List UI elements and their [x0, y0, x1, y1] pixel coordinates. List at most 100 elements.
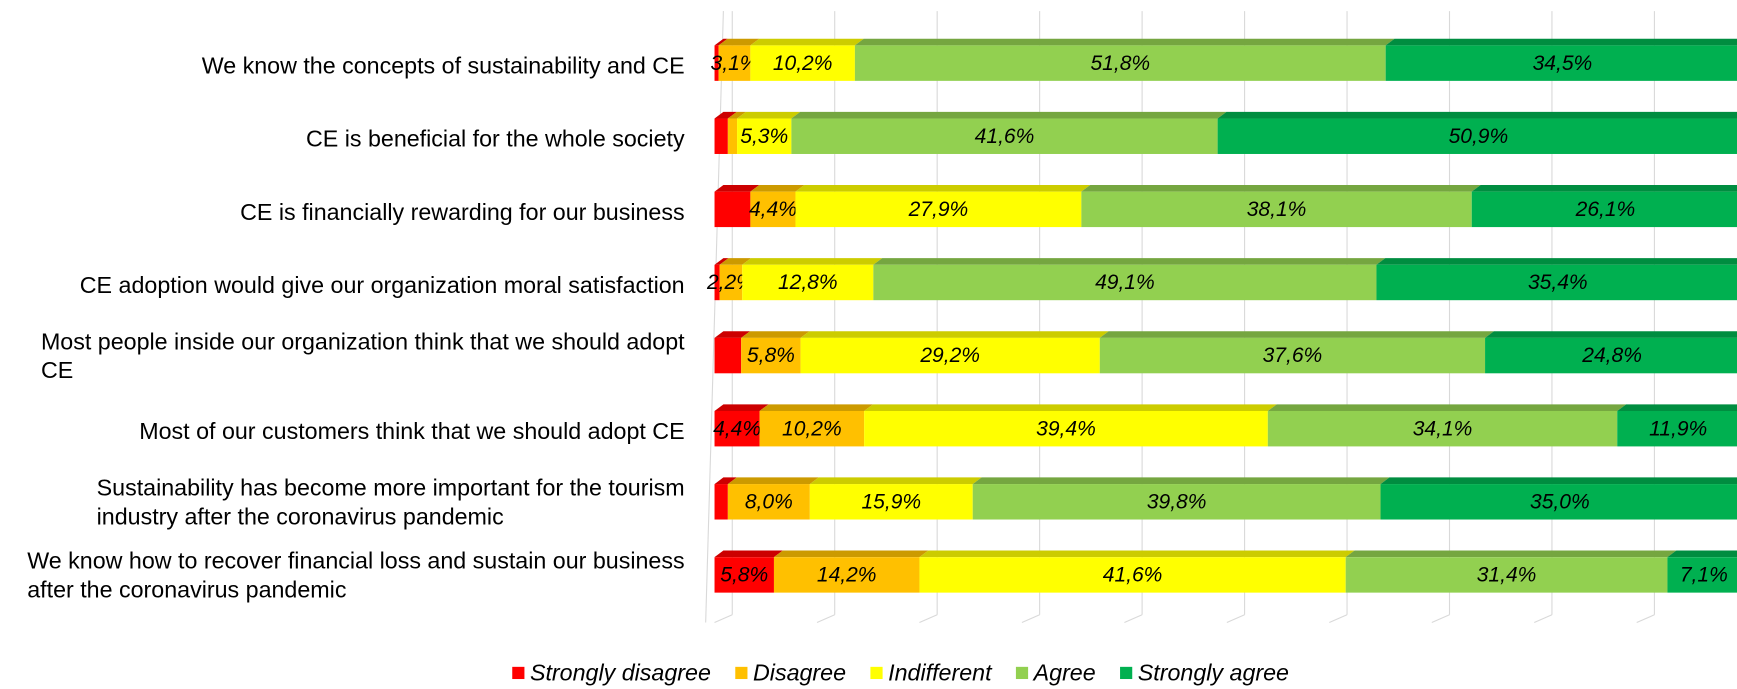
bar-top: [809, 477, 982, 485]
grid-floor: [1226, 614, 1245, 624]
bar-top: [718, 38, 760, 46]
grid-floor: [1636, 614, 1655, 624]
category-label: We know how to recover financial loss an…: [27, 548, 684, 603]
bar: [1376, 264, 1737, 301]
bar: [773, 557, 920, 593]
bar-top: [714, 550, 783, 558]
bar-top: [854, 38, 1395, 46]
bar: [727, 484, 810, 520]
bar-top: [1471, 184, 1737, 192]
bar: [714, 484, 728, 520]
value-label: 24,8%: [1581, 344, 1642, 367]
bar: [1380, 484, 1737, 520]
bar: [800, 337, 1100, 374]
value-label: 35,4%: [1528, 271, 1588, 294]
bar: [714, 118, 728, 154]
bar: [1081, 191, 1472, 228]
bar: [1667, 557, 1737, 593]
value-label: 12,8%: [778, 271, 838, 294]
value-label: 49,1%: [1095, 271, 1155, 294]
bar: [737, 118, 792, 154]
bar-top: [1617, 404, 1737, 411]
value-label: 5,8%: [720, 564, 768, 587]
bar-top: [759, 404, 873, 411]
bar-top: [727, 111, 746, 119]
bar-top: [714, 258, 729, 265]
grid-floor: [1124, 614, 1143, 624]
legend-swatch: [870, 666, 883, 680]
value-label: 4,4%: [713, 417, 761, 440]
category-label: CE is beneficial for the whole society: [306, 126, 685, 152]
value-label: 8,0%: [745, 490, 793, 513]
bar: [750, 191, 796, 228]
legend-swatch: [1015, 666, 1029, 680]
bar-top: [1267, 404, 1627, 411]
value-label: 10,2%: [773, 52, 833, 75]
bar-top: [1376, 258, 1737, 265]
value-label: 27,9%: [908, 198, 969, 221]
value-label: 29,2%: [919, 344, 980, 367]
bar-top: [742, 258, 883, 265]
value-label: 5,8%: [747, 344, 795, 367]
value-label: 11,9%: [1649, 417, 1707, 440]
bar: [1267, 410, 1618, 447]
value-label: 41,6%: [1103, 564, 1163, 587]
bar-top: [1099, 331, 1494, 338]
legend-label: Indifferent: [888, 660, 993, 686]
value-label: 38,1%: [1247, 198, 1307, 221]
bar: [759, 410, 865, 447]
bar-top: [873, 258, 1386, 265]
bar: [714, 264, 720, 301]
bar-top: [1385, 38, 1737, 46]
bar-top: [714, 404, 769, 411]
bar-top: [795, 184, 1091, 192]
bar: [864, 410, 1268, 447]
bar: [742, 264, 874, 301]
bar-top: [1485, 331, 1737, 338]
bar-top: [1217, 111, 1737, 119]
value-label: 5,3%: [740, 125, 788, 148]
bar: [795, 191, 1082, 228]
value-label: 4,4%: [749, 198, 797, 221]
category-label: Most of our customers think that we shou…: [139, 418, 684, 444]
value-label: 34,1%: [1413, 417, 1473, 440]
value-label: 50,9%: [1449, 125, 1509, 148]
bar: [1099, 337, 1486, 374]
grid-floor: [1021, 614, 1040, 624]
bar: [1617, 410, 1737, 447]
bar-top: [919, 550, 1355, 558]
bar-top: [1081, 184, 1481, 192]
grid-floor: [919, 614, 938, 624]
bar: [741, 337, 801, 374]
grid-floor: [1329, 614, 1348, 624]
bar: [714, 45, 719, 81]
value-label: 51,8%: [1090, 52, 1150, 75]
bar: [1385, 45, 1737, 81]
value-label: 31,4%: [1477, 564, 1537, 587]
bar-top: [714, 184, 760, 192]
bar-top: [714, 38, 728, 46]
value-label: 34,5%: [1533, 52, 1593, 75]
bar-top: [727, 477, 819, 485]
bar: [972, 484, 1381, 520]
bar-top: [719, 258, 752, 265]
category-label: CE adoption would give our organization …: [80, 272, 685, 298]
bar-top: [864, 404, 1277, 411]
bar: [809, 484, 973, 520]
bar-top: [741, 331, 810, 338]
legend-label: Agree: [1032, 660, 1096, 686]
category-label: We know the concepts of sustainability a…: [202, 53, 685, 79]
value-label: 37,6%: [1263, 344, 1323, 367]
legend-swatch: [735, 666, 748, 680]
bar-top: [714, 477, 737, 485]
bar: [714, 337, 742, 374]
grid-floor: [816, 614, 835, 624]
bar-top: [714, 331, 751, 338]
grid-floor: [1431, 614, 1450, 624]
value-label: 41,6%: [975, 125, 1035, 148]
legend-label: Strongly disagree: [530, 660, 711, 686]
value-label: 3,1%: [711, 52, 759, 75]
bar-top: [1345, 550, 1677, 558]
legend-swatch: [512, 666, 525, 680]
